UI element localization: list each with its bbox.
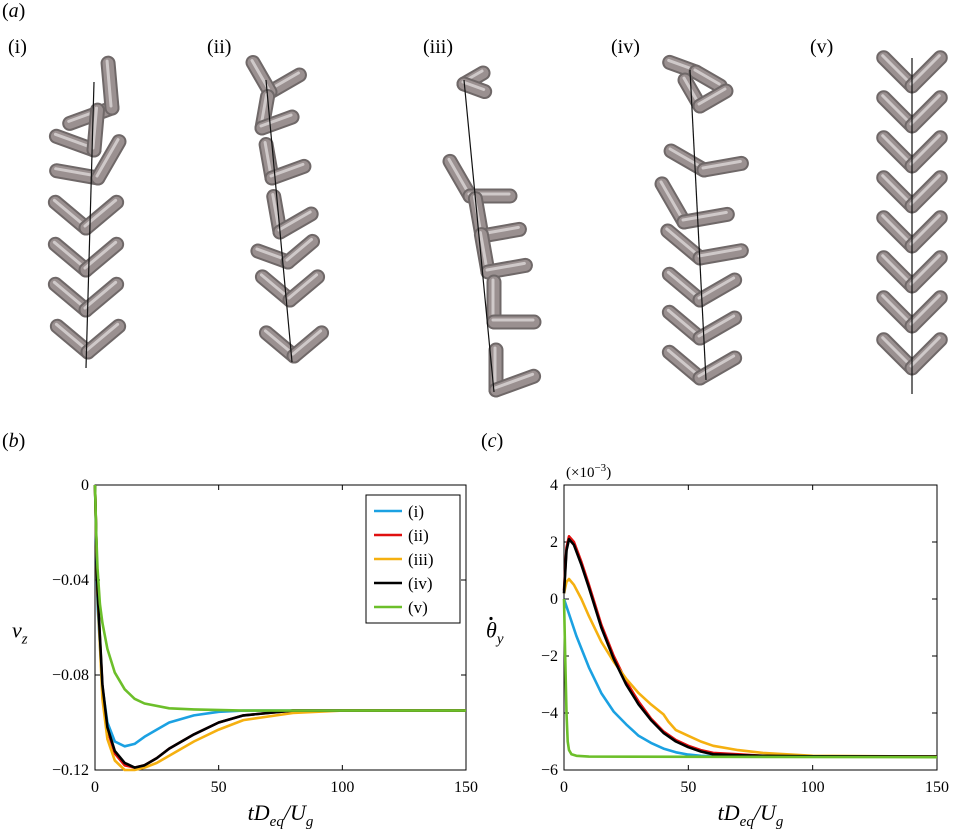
x-tick-label: 0 (560, 779, 568, 796)
y-axis-label: θy (486, 618, 504, 648)
legend-label: (ii) (408, 526, 429, 545)
fiber-4-segment-5 (667, 229, 742, 258)
legend-label: (v) (408, 598, 428, 617)
fiber-3-segment-1 (463, 71, 485, 92)
y-tick-label: −0.04 (52, 572, 89, 589)
x-tick-label: 100 (330, 779, 354, 796)
y-tick-label: −4 (541, 705, 558, 722)
x-tick-label: 150 (454, 779, 478, 796)
legend-label: (iv) (408, 574, 433, 593)
series-line-1 (564, 599, 937, 757)
fiber-4-segment-4 (661, 182, 727, 222)
y-multiplier: (×10−3) (566, 462, 611, 481)
x-axis-label: tDeq/Ug (718, 800, 784, 829)
fiber-2-segment-2 (261, 94, 292, 128)
y-tick-label: −0.08 (52, 667, 89, 684)
series-line-5 (564, 599, 937, 757)
fiber-4 (661, 60, 741, 380)
y-tick-label: −6 (541, 762, 558, 779)
fiber-1-segment-4 (54, 200, 116, 228)
fiber-2 (252, 61, 322, 362)
fiber-4-segment-7 (668, 310, 734, 338)
x-tick-label: 50 (211, 779, 227, 796)
series-line-2 (564, 536, 937, 756)
fiber-2-segment-7 (265, 331, 321, 356)
fiber-4-segment-8 (668, 350, 734, 378)
y-axis-label: vz (12, 618, 28, 648)
y-tick-label: −2 (541, 648, 558, 665)
fiber-3 (449, 71, 534, 392)
x-tick-label: 100 (801, 779, 825, 796)
x-axis-label: tDeq/Ug (248, 800, 314, 829)
fiber-1 (54, 61, 119, 368)
plot-frame (564, 485, 937, 770)
fiber-5 (883, 56, 941, 394)
x-tick-label: 50 (680, 779, 696, 796)
fiber-1-segment-6 (54, 282, 116, 310)
fiber-1-segment-5 (54, 242, 116, 270)
fiber-3-segment-6 (495, 348, 534, 390)
y-tick-label: 0 (81, 477, 89, 494)
fiber-2-segment-5 (257, 239, 313, 262)
fiber-2-segment-1 (252, 61, 299, 92)
y-tick-label: 4 (550, 477, 558, 494)
fiber-illustrations (0, 0, 954, 420)
x-tick-label: 150 (925, 779, 949, 796)
chart-c: 0 50 100 150 4 2 0 −2 −4 −6 tDeq/Ug θy (×10−3) (480, 424, 954, 829)
fiber-2-segment-6 (261, 275, 317, 300)
x-tick-label: 0 (91, 779, 99, 796)
y-tick-label: −0.12 (52, 762, 89, 779)
y-axis-label-dot (489, 617, 492, 620)
series-line-4 (564, 539, 937, 756)
y-tick-label: 2 (550, 534, 558, 551)
fiber-3-segment-2 (449, 159, 510, 196)
chart-b: 0 50 100 150 0 −0.04 −0.08 −0.12 tDeq/Ug vz (i) (ii… (0, 424, 480, 829)
legend-label: (i) (408, 502, 424, 521)
fiber-3-segment-5 (493, 280, 534, 322)
fiber-4-segment-3 (670, 149, 741, 170)
legend-label: (iii) (408, 550, 434, 569)
y-tick-label: 0 (550, 591, 558, 608)
fiber-2-segment-3 (265, 143, 304, 178)
